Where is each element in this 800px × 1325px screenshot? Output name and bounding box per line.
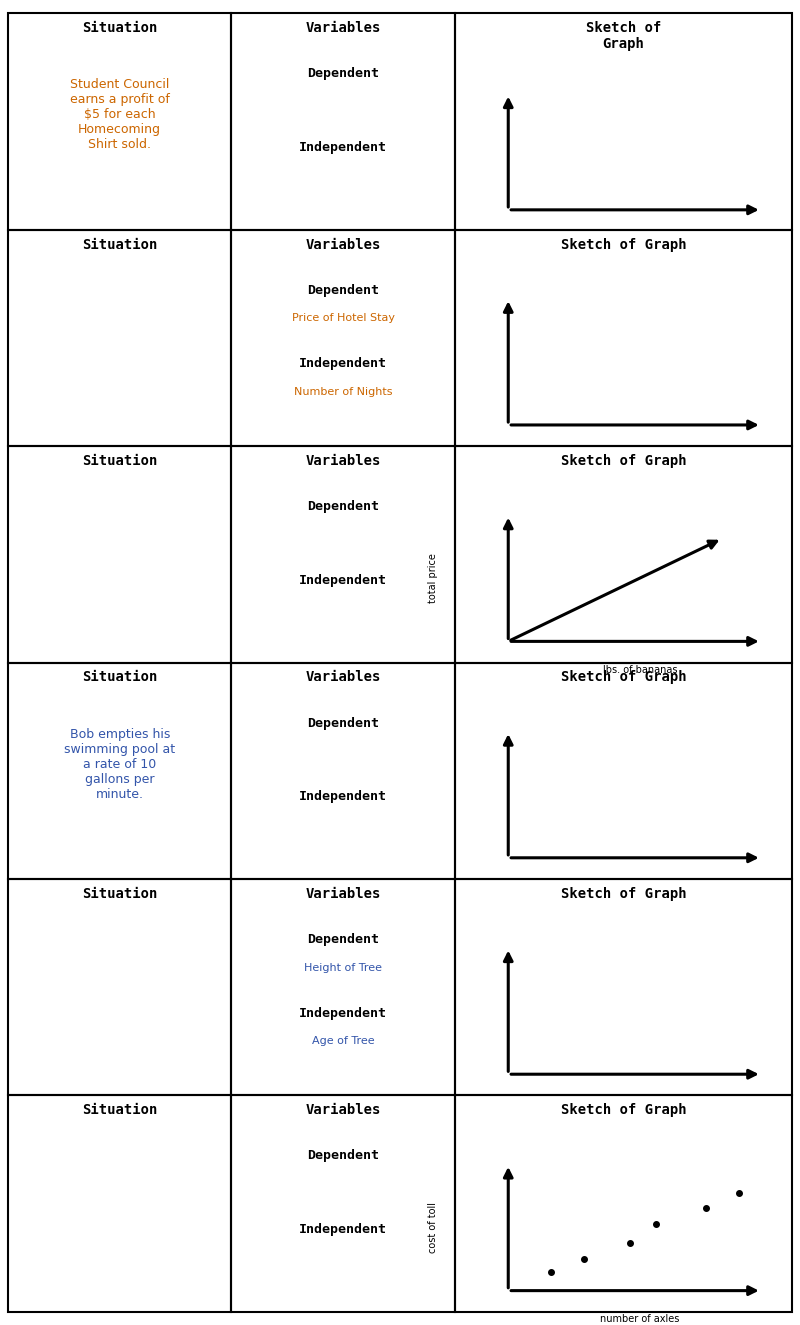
Text: Age of Tree: Age of Tree xyxy=(312,1036,374,1047)
Bar xyxy=(455,447,792,662)
Text: Sketch of Graph: Sketch of Graph xyxy=(561,670,686,685)
Text: Situation: Situation xyxy=(82,670,158,685)
Text: Situation: Situation xyxy=(82,1104,158,1117)
Text: Situation: Situation xyxy=(82,21,158,36)
Text: Sketch of Graph: Sketch of Graph xyxy=(561,886,686,901)
Text: Variables: Variables xyxy=(306,454,381,468)
Text: cost of toll: cost of toll xyxy=(427,1202,438,1253)
Text: Dependent: Dependent xyxy=(307,1149,379,1162)
Bar xyxy=(231,878,455,1096)
Text: Independent: Independent xyxy=(299,574,387,587)
Bar xyxy=(231,447,455,662)
Text: Bob empties his
swimming pool at
a rate of 10
gallons per
minute.: Bob empties his swimming pool at a rate … xyxy=(64,727,175,800)
Text: Sketch of Graph: Sketch of Graph xyxy=(561,454,686,468)
Text: Height of Tree: Height of Tree xyxy=(304,963,382,973)
Text: Dependent: Dependent xyxy=(307,284,379,297)
Text: Number of Nights: Number of Nights xyxy=(294,387,393,398)
Text: Student Council
earns a profit of
$5 for each
Homecoming
Shirt sold.: Student Council earns a profit of $5 for… xyxy=(70,78,170,151)
Bar xyxy=(455,229,792,447)
Bar xyxy=(8,878,231,1096)
Bar xyxy=(455,1096,792,1312)
Text: Independent: Independent xyxy=(299,1223,387,1236)
Text: Independent: Independent xyxy=(299,140,387,154)
Text: Sketch of Graph: Sketch of Graph xyxy=(561,1104,686,1117)
Text: Situation: Situation xyxy=(82,886,158,901)
Text: Dependent: Dependent xyxy=(307,68,379,81)
Text: Situation: Situation xyxy=(82,454,158,468)
Text: lbs. of bananas: lbs. of bananas xyxy=(602,665,677,676)
Bar xyxy=(455,13,792,229)
Text: total price: total price xyxy=(427,553,438,603)
Text: Variables: Variables xyxy=(306,886,381,901)
Text: Sketch of Graph: Sketch of Graph xyxy=(561,237,686,252)
Text: Sketch of
Graph: Sketch of Graph xyxy=(586,21,661,52)
Bar xyxy=(8,13,231,229)
Bar xyxy=(8,447,231,662)
Text: Independent: Independent xyxy=(299,358,387,371)
Text: Dependent: Dependent xyxy=(307,933,379,946)
Bar xyxy=(231,13,455,229)
Bar xyxy=(231,662,455,878)
Text: Dependent: Dependent xyxy=(307,500,379,513)
Bar xyxy=(8,229,231,447)
Bar xyxy=(231,229,455,447)
Text: Independent: Independent xyxy=(299,1007,387,1020)
Bar xyxy=(455,662,792,878)
Text: Variables: Variables xyxy=(306,237,381,252)
Text: Variables: Variables xyxy=(306,21,381,36)
Text: Independent: Independent xyxy=(299,790,387,803)
Text: Price of Hotel Stay: Price of Hotel Stay xyxy=(292,314,394,323)
Bar xyxy=(231,1096,455,1312)
Text: Situation: Situation xyxy=(82,237,158,252)
Bar xyxy=(455,878,792,1096)
Text: Dependent: Dependent xyxy=(307,717,379,730)
Text: Variables: Variables xyxy=(306,670,381,685)
Text: number of axles: number of axles xyxy=(600,1314,679,1325)
Text: Variables: Variables xyxy=(306,1104,381,1117)
Bar xyxy=(8,1096,231,1312)
Bar xyxy=(8,662,231,878)
